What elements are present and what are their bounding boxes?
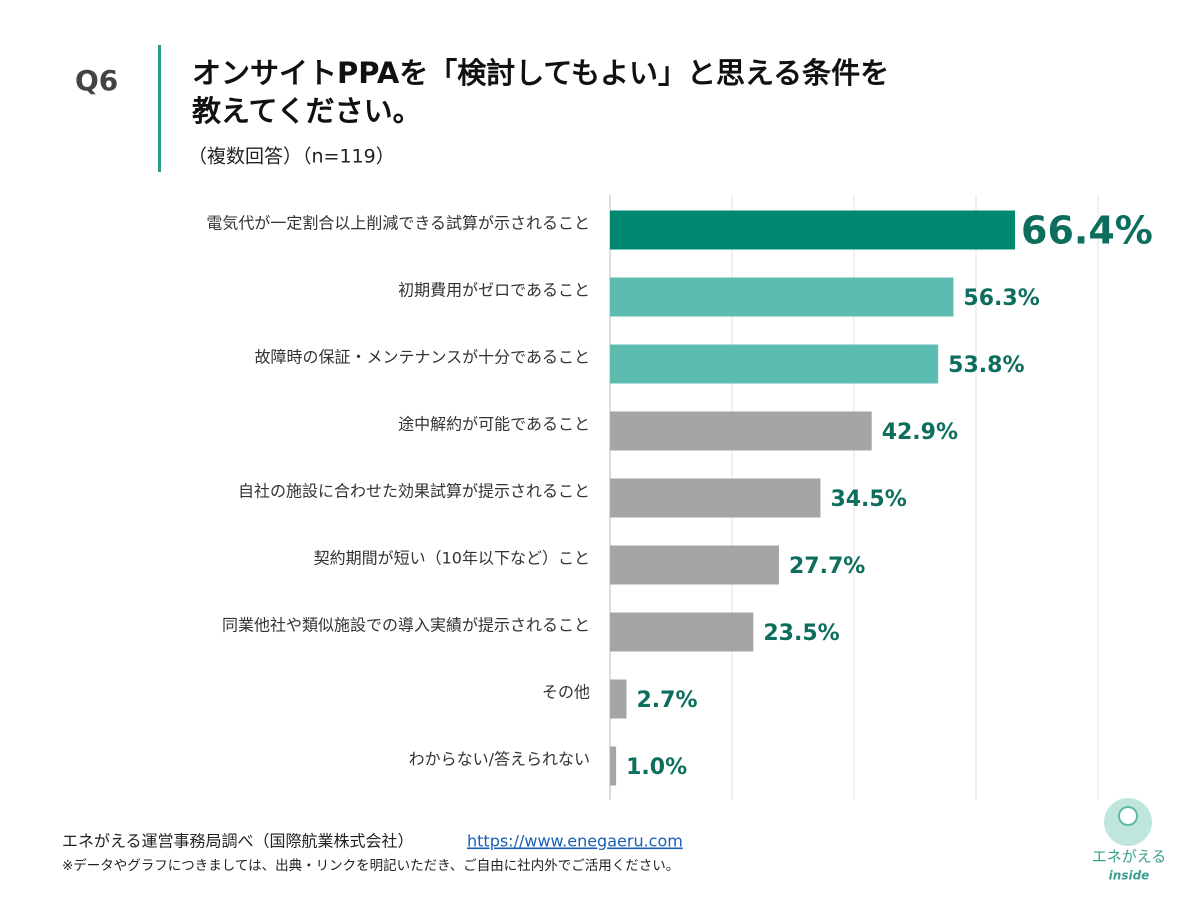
category-label: 契約期間が短い（10年以下など）こと <box>314 549 590 568</box>
chart-title: オンサイトPPAを「検討してもよい」と思える条件を <box>192 56 889 90</box>
category-label: 電気代が一定割合以上削減できる試算が示されること <box>206 214 590 233</box>
bar <box>610 210 1016 250</box>
source-link[interactable]: https://www.enegaeru.com <box>467 832 683 851</box>
accent-bar <box>158 45 161 172</box>
logo-text: エネがえる <box>1092 848 1167 866</box>
value-label: 1.0% <box>626 755 687 780</box>
chart-title: 教えてください。 <box>192 94 422 128</box>
value-label: 2.7% <box>636 688 697 713</box>
question-label: Q6 <box>75 64 118 97</box>
value-label: 56.3% <box>963 286 1039 311</box>
value-label: 27.7% <box>789 554 865 579</box>
source: エネがえる運営事務局調べ（国際航業株式会社） <box>62 832 414 851</box>
bar <box>610 411 872 451</box>
bar <box>610 478 821 518</box>
value-label: 53.8% <box>948 353 1024 378</box>
bar <box>610 612 754 652</box>
category-label: 故障時の保証・メンテナンスが十分であること <box>254 348 590 367</box>
category-label: 途中解約が可能であること <box>398 415 590 434</box>
logo-bulb <box>1118 806 1138 826</box>
bar <box>610 344 939 384</box>
bar <box>610 746 617 786</box>
value-label: 23.5% <box>763 621 839 646</box>
value-label: 34.5% <box>830 487 906 512</box>
note: ※データやグラフにつきましては、出典・リンクを明記いただき、ご自由に社内外でご活… <box>62 857 679 874</box>
value-label: 66.4% <box>1021 209 1153 253</box>
category-label: 同業他社や類似施設での導入実績が提示されること <box>222 616 590 635</box>
category-label: わからない/答えられない <box>409 750 590 769</box>
category-label: 自社の施設に合わせた効果試算が提示されること <box>238 482 590 501</box>
chart-subtitle: （複数回答）（n=119） <box>188 146 395 168</box>
bar <box>610 545 779 585</box>
category-label: 初期費用がゼロであること <box>398 281 590 300</box>
value-label: 42.9% <box>882 420 958 445</box>
bar <box>610 679 627 719</box>
logo-subtext: inside <box>1109 869 1150 883</box>
bar <box>610 277 954 317</box>
category-label: その他 <box>542 683 590 702</box>
